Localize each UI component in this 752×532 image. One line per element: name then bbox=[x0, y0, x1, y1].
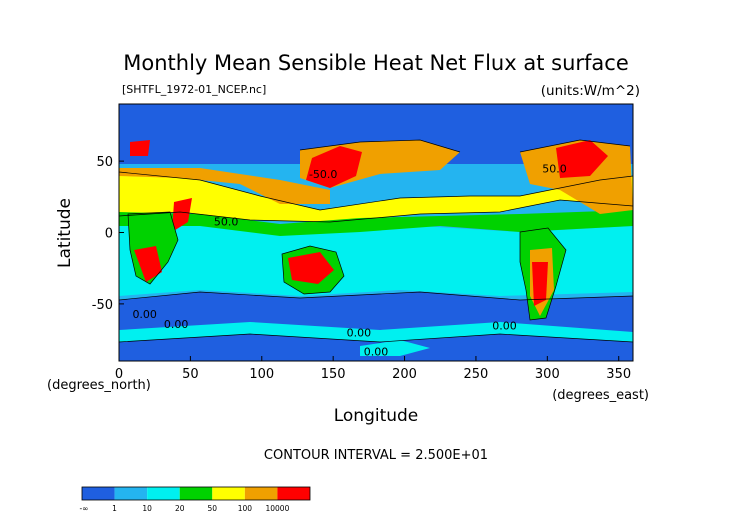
x-tick-label: 350 bbox=[606, 367, 631, 382]
field-red-gulfstream bbox=[556, 140, 608, 178]
y-tick-label: -50 bbox=[92, 298, 113, 313]
legend-swatch bbox=[179, 487, 213, 500]
x-tick-label: 100 bbox=[249, 367, 274, 382]
field-antarctic-cyan bbox=[360, 340, 430, 356]
contour-label: 0.00 bbox=[492, 320, 517, 333]
contour-label: 50.0 bbox=[542, 163, 567, 176]
field-africa-south-red bbox=[134, 246, 162, 282]
legend-tick-label: 100 bbox=[238, 504, 253, 513]
field-south-cyan bbox=[119, 322, 633, 342]
field-red-north-atlantic bbox=[130, 140, 150, 156]
field-north-yellow bbox=[119, 172, 633, 222]
legend-tick-label: 20 bbox=[175, 504, 185, 513]
field-red-africa bbox=[172, 198, 192, 232]
x-tick-label: 250 bbox=[464, 367, 489, 382]
contour-label: 0.00 bbox=[347, 327, 372, 340]
y-tick-label: 0 bbox=[105, 227, 113, 242]
x-tick-label: 300 bbox=[535, 367, 560, 382]
legend-swatch bbox=[147, 487, 180, 500]
contour-lines bbox=[119, 139, 633, 343]
contour-label: 0.00 bbox=[364, 345, 389, 358]
x-axis: 0 50 100 150 200 250 300 350 bbox=[115, 356, 631, 382]
legend-tick-label: 50 bbox=[208, 504, 218, 513]
legend-frame bbox=[81, 486, 311, 501]
heatmap-field: 50.0 -50.0 50.0 0.00 0.00 0.00 0.00 0.00 bbox=[119, 104, 633, 361]
x-tick-label: 200 bbox=[392, 367, 417, 382]
x-tick-label: 0 bbox=[115, 367, 123, 382]
contour-label-group: 50.0 -50.0 50.0 0.00 0.00 0.00 0.00 0.00 bbox=[132, 163, 566, 359]
y-axis: 50 0 -50 bbox=[92, 155, 124, 313]
field-cyan-band bbox=[119, 220, 633, 296]
field-red-kuroshio bbox=[306, 146, 362, 188]
y-tick-label: 50 bbox=[96, 155, 113, 170]
chart-title: Monthly Mean Sensible Heat Net Flux at s… bbox=[123, 51, 629, 75]
field-south-america-red bbox=[532, 262, 548, 306]
contour-label: -50.0 bbox=[309, 168, 337, 181]
contour-label: 50.0 bbox=[214, 215, 239, 228]
x-axis-title: Longitude bbox=[334, 406, 419, 426]
x-tick-label: 50 bbox=[182, 367, 199, 382]
contour-label: 0.00 bbox=[164, 318, 189, 331]
legend-swatch bbox=[212, 487, 245, 500]
legend-tick-label: 10 bbox=[142, 504, 152, 513]
field-australia-red bbox=[288, 252, 334, 284]
legend-tick-label: 1 bbox=[112, 504, 117, 513]
legend-swatch bbox=[114, 487, 148, 500]
legend-swatch bbox=[82, 487, 115, 500]
x-tick-label: 150 bbox=[321, 367, 346, 382]
field-green-band bbox=[119, 210, 633, 236]
file-label: [SHTFL_1972-01_NCEP.nc] bbox=[122, 83, 266, 96]
contour-label: 0.00 bbox=[132, 308, 157, 321]
legend-tick-label: -∞ bbox=[80, 504, 89, 513]
y-axis-title: Latitude bbox=[55, 198, 75, 268]
contour-interval-label: CONTOUR INTERVAL = 2.500E+01 bbox=[264, 448, 488, 463]
legend-tick-label: 10000 bbox=[265, 504, 289, 513]
field-south-blue bbox=[119, 292, 633, 361]
y-unit-label: (degrees_north) bbox=[47, 378, 151, 393]
units-label: (units:W/m^2) bbox=[541, 83, 640, 99]
legend-swatch bbox=[244, 487, 278, 500]
x-unit-label: (degrees_east) bbox=[552, 388, 649, 403]
color-legend: -∞ 1 10 20 50 100 10000 bbox=[80, 486, 311, 513]
legend-swatch bbox=[277, 487, 310, 500]
